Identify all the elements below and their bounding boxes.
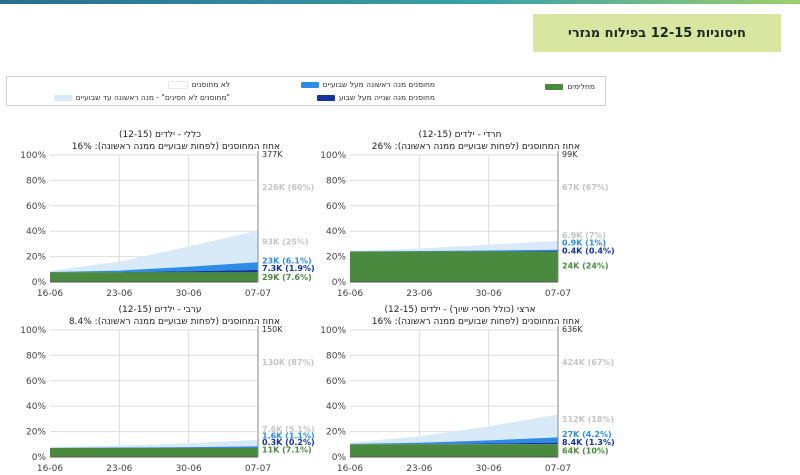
y-tick-label: 20% (26, 428, 46, 438)
legend-swatch (317, 95, 335, 101)
y-tick-label: 100% (320, 151, 346, 161)
x-tick-label: 07-07 (545, 464, 571, 474)
x-tick-label: 23-06 (406, 464, 432, 474)
x-tick-label: 23-06 (406, 289, 432, 299)
area-chart: 0% 20% 40% 60% 80% 100% 16-06 23-06 30-06 07-07 99… (310, 130, 610, 300)
x-tick-label: 30-06 (476, 464, 502, 474)
area-recovered (350, 444, 558, 457)
legend-item-second-dose: מחוסנים מנה שנייה מעל שבוע (317, 93, 435, 102)
y-tick-label: 60% (26, 377, 46, 387)
data-label: 0.4K (0.4%) (562, 246, 615, 255)
y-tick-label: 20% (326, 253, 346, 263)
y-tick-label: 100% (20, 151, 46, 161)
legend-label: לא מחוסנים (192, 80, 230, 89)
data-label: 112K (18%) (562, 415, 614, 424)
data-label: 67K (67%) (562, 183, 609, 192)
x-tick-label: 23-06 (106, 464, 132, 474)
x-tick-label: 07-07 (245, 289, 271, 299)
y-tick-label: 20% (26, 253, 46, 263)
legend-swatch (168, 81, 188, 89)
area-recent-first-dose (350, 241, 558, 252)
area-recovered (50, 448, 258, 457)
legend-label: מחוסנים מנה שנייה מעל שבוע (339, 93, 435, 102)
data-label: 11K (7.1%) (262, 445, 312, 454)
y-tick-label: 0% (332, 278, 347, 288)
legend-swatch (545, 84, 563, 90)
data-label: 8.4K (1.3%) (562, 438, 615, 447)
y-tick-label: 0% (332, 453, 347, 463)
data-label: 226K (60%) (262, 183, 314, 192)
y-tick-label: 80% (326, 351, 346, 361)
total-count-label: 636K (562, 325, 583, 334)
legend-label: מחלימים (567, 82, 595, 91)
area-recovered (50, 272, 258, 282)
area-chart: 0% 20% 40% 60% 80% 100% 16-06 23-06 30-06 07-07 37… (10, 130, 310, 300)
legend-item-first-dose: מחוסנים מנה ראשונה מעל שבועיים (301, 80, 435, 89)
y-tick-label: 80% (26, 176, 46, 186)
legend-label: "מחוסנים לא חסינים" - מנה ראשונה עד שבוע… (76, 93, 230, 102)
x-tick-label: 30-06 (476, 289, 502, 299)
y-tick-label: 60% (26, 202, 46, 212)
chart-panel-haredi: חרדי - ילדים (12-15) אחוז המחוסנים (לפחו… (310, 130, 610, 290)
area-recovered (350, 252, 558, 282)
x-tick-label: 30-06 (176, 289, 202, 299)
legend-label: מחוסנים מנה ראשונה מעל שבועיים (323, 80, 435, 89)
total-count-label: 150K (262, 325, 283, 334)
y-tick-label: 20% (326, 428, 346, 438)
total-count-label: 377K (262, 150, 283, 159)
x-tick-label: 16-06 (337, 464, 363, 474)
y-tick-label: 0% (32, 278, 47, 288)
chart-legend: מחלימים מחוסנים מנה ראשונה מעל שבועיים מ… (6, 76, 606, 106)
legend-item-unvaccinated: לא מחוסנים (168, 80, 230, 89)
legend-item-recovered: מחלימים (545, 82, 595, 91)
header-accent-strip (0, 0, 800, 4)
data-label: 24K (24%) (562, 261, 609, 270)
x-tick-label: 07-07 (545, 289, 571, 299)
x-tick-label: 16-06 (337, 289, 363, 299)
x-tick-label: 07-07 (245, 464, 271, 474)
y-tick-label: 40% (26, 402, 46, 412)
total-count-label: 99K (562, 150, 578, 159)
chart-panel-national: ארצי (כולל חסרי שיוך) - ילדים (12-15) אח… (310, 305, 610, 465)
y-tick-label: 80% (26, 351, 46, 361)
chart-panel-general: כללי - ילדים (12-15) אחוז המחוסנים (לפחו… (10, 130, 310, 290)
y-tick-label: 40% (26, 227, 46, 237)
legend-swatch (301, 82, 319, 88)
data-label: 424K (67%) (562, 358, 614, 367)
x-tick-label: 16-06 (37, 464, 63, 474)
legend-item-recent-first-dose: "מחוסנים לא חסינים" - מנה ראשונה עד שבוע… (54, 93, 230, 102)
y-tick-label: 40% (326, 402, 346, 412)
y-tick-label: 100% (20, 326, 46, 336)
y-tick-label: 60% (326, 377, 346, 387)
area-recent-first-dose (50, 440, 258, 448)
y-tick-label: 40% (326, 227, 346, 237)
legend-swatch (54, 95, 72, 101)
y-tick-label: 80% (326, 176, 346, 186)
data-label: 64K (10%) (562, 447, 609, 456)
chart-panel-arab: ערבי - ילדים (12-15) אחוז המחוסנים (לפחו… (10, 305, 310, 465)
x-tick-label: 23-06 (106, 289, 132, 299)
y-tick-label: 100% (320, 326, 346, 336)
data-label: 93K (25%) (262, 237, 309, 246)
data-label: 7.3K (1.9%) (262, 264, 315, 273)
x-tick-label: 16-06 (37, 289, 63, 299)
data-label: 29K (7.6%) (262, 273, 312, 282)
y-tick-label: 0% (32, 453, 47, 463)
y-tick-label: 60% (326, 202, 346, 212)
data-label: 130K (87%) (262, 358, 314, 367)
x-tick-label: 30-06 (176, 464, 202, 474)
area-chart: 0% 20% 40% 60% 80% 100% 16-06 23-06 30-06 07-07 15… (10, 305, 310, 475)
area-chart: 0% 20% 40% 60% 80% 100% 16-06 23-06 30-06 07-07 63… (310, 305, 610, 475)
page-title: חיסוניות 12-15 בפילוח מגזרי (533, 14, 781, 52)
